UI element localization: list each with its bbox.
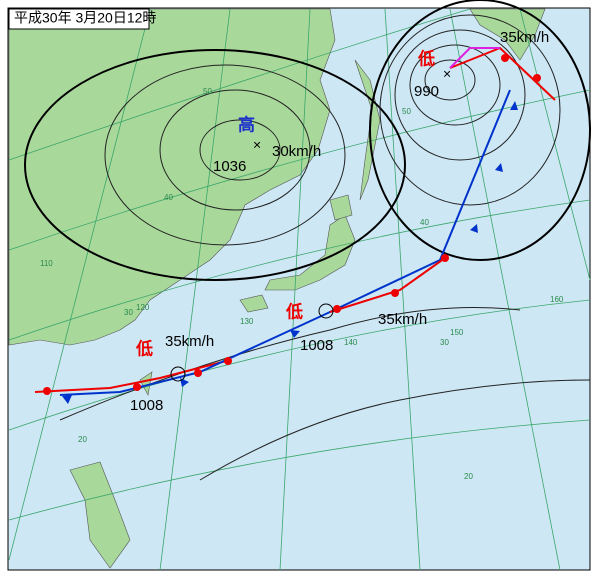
lat-label: 40	[420, 218, 429, 227]
pressure: 1008	[300, 337, 333, 354]
center-mark	[170, 366, 186, 382]
lon-label: 130	[240, 317, 254, 326]
title-box	[8, 8, 150, 30]
speed: 35km/h	[500, 29, 549, 46]
system-symbol: 高	[238, 114, 255, 134]
pressure: 1036	[213, 158, 246, 175]
lat-label: 40	[164, 193, 173, 202]
fronts	[34, 46, 556, 404]
lon-label: 120	[136, 303, 150, 312]
system-symbol: 低	[135, 338, 153, 358]
pressure: 990	[414, 83, 439, 100]
speed: 35km/h	[378, 311, 427, 328]
center-mark	[318, 303, 334, 319]
lat-label: 20	[464, 472, 473, 481]
system-symbol: 低	[285, 301, 303, 321]
symbols: × ×	[170, 66, 451, 382]
lat-label: 50	[402, 107, 411, 116]
speed: 35km/h	[165, 333, 214, 350]
lat-label: 30	[440, 338, 449, 347]
speed: 30km/h	[272, 143, 321, 160]
isobars	[24, 0, 591, 481]
lon-label: 150	[450, 328, 464, 337]
lat-label: 50	[203, 87, 212, 96]
title: 平成30年 3月20日12時	[14, 10, 156, 26]
grid-labels: 50 40 30 20 50 40 30 20 110 120 130 140 …	[40, 87, 564, 481]
system-symbol: 低	[417, 48, 435, 68]
lon-label: 140	[344, 338, 358, 347]
center-mark: ×	[253, 137, 261, 153]
lon-label: 110	[40, 259, 53, 268]
lon-label: 160	[550, 295, 564, 304]
lat-label: 20	[78, 435, 87, 444]
land	[8, 8, 546, 569]
pressure: 1008	[130, 397, 163, 414]
center-mark: ×	[443, 66, 451, 82]
lat-label: 30	[124, 308, 133, 317]
graticule	[8, 8, 591, 571]
